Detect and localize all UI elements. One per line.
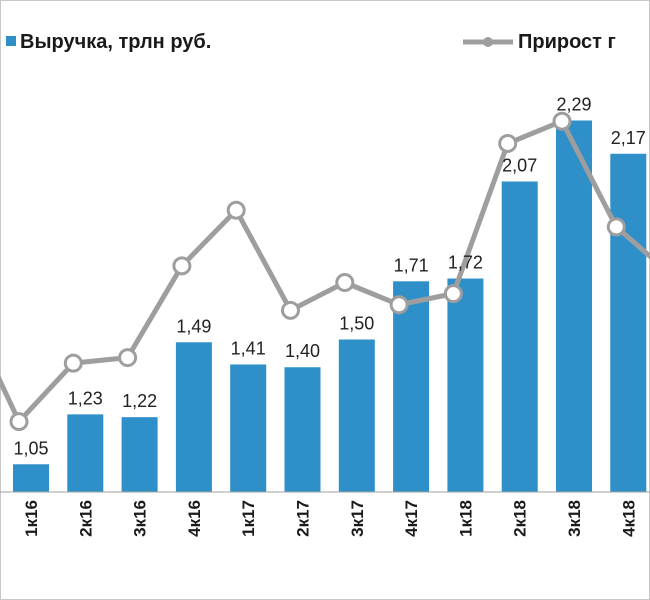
x-tick-7: 4к17 xyxy=(402,500,421,537)
line-point-0 xyxy=(9,412,29,432)
x-tick-6: 3к17 xyxy=(348,500,367,537)
data-label-2: 1,22 xyxy=(122,391,157,411)
line-point-9 xyxy=(498,133,518,153)
x-tick-4: 1к17 xyxy=(239,500,258,537)
line-point-8 xyxy=(443,284,463,304)
line-point-10 xyxy=(552,111,572,131)
bar-3 xyxy=(175,342,212,492)
x-tick-8: 1к18 xyxy=(456,500,475,537)
data-label-8: 1,72 xyxy=(448,253,483,273)
bar-6 xyxy=(338,339,375,492)
bar-7 xyxy=(393,281,430,492)
x-tick-5: 2к17 xyxy=(294,500,313,537)
data-label-5: 1,40 xyxy=(285,341,320,361)
bar-11 xyxy=(610,153,647,493)
bar-5 xyxy=(284,367,321,492)
line-point-5 xyxy=(281,300,300,320)
data-label-11: 2,17 xyxy=(611,128,646,148)
data-label-4: 1,41 xyxy=(231,338,266,358)
legend: Выручка, трлн руб. Прирост г xyxy=(6,31,616,53)
legend-line-marker xyxy=(483,37,493,47)
bar-4 xyxy=(230,364,267,492)
legend-bar-swatch xyxy=(6,36,16,46)
line-point-2 xyxy=(118,348,138,368)
line-point-3 xyxy=(172,256,192,276)
x-tick-1: 2к16 xyxy=(76,500,95,537)
data-label-6: 1,50 xyxy=(339,314,374,334)
data-label-1: 1,23 xyxy=(68,388,103,408)
x-tick-11: 4к18 xyxy=(619,500,638,537)
x-tick-9: 2к18 xyxy=(511,500,530,537)
data-label-0: 1,05 xyxy=(13,438,48,458)
data-label-9: 2,07 xyxy=(502,155,537,175)
x-tick-labels: 1к16 2к16 3к16 4к16 1к17 2к17 3к17 4к17 1к18 2к18… xyxy=(22,500,638,537)
line-point-7 xyxy=(389,295,409,315)
data-label-10: 2,29 xyxy=(556,94,591,114)
line-point-4 xyxy=(226,200,246,220)
bar-8 xyxy=(447,278,484,492)
x-tick-2: 3к16 xyxy=(131,500,150,537)
x-tick-3: 4к16 xyxy=(185,500,204,537)
data-label-7: 1,71 xyxy=(394,255,429,275)
legend-line-label: Прирост г xyxy=(518,31,616,53)
legend-bar-label: Выручка, трлн руб. xyxy=(20,31,211,53)
line-point-11 xyxy=(606,217,626,237)
data-label-3: 1,49 xyxy=(176,316,211,336)
data-labels: 1,05 1,23 1,22 1,49 1,41 1,40 1,50 1,71 1,72 2,07… xyxy=(13,94,645,458)
line-point-1 xyxy=(63,353,83,373)
line-path xyxy=(0,118,650,425)
bar-1 xyxy=(67,414,104,492)
line-point-6 xyxy=(335,273,355,292)
bar-10 xyxy=(556,120,592,492)
bars xyxy=(13,120,647,493)
x-tick-10: 3к18 xyxy=(565,500,584,537)
bar-0 xyxy=(13,464,49,492)
bar-9 xyxy=(501,181,538,492)
x-tick-0: 1к16 xyxy=(22,500,41,537)
bar-2 xyxy=(121,417,158,492)
line-series xyxy=(0,111,650,432)
